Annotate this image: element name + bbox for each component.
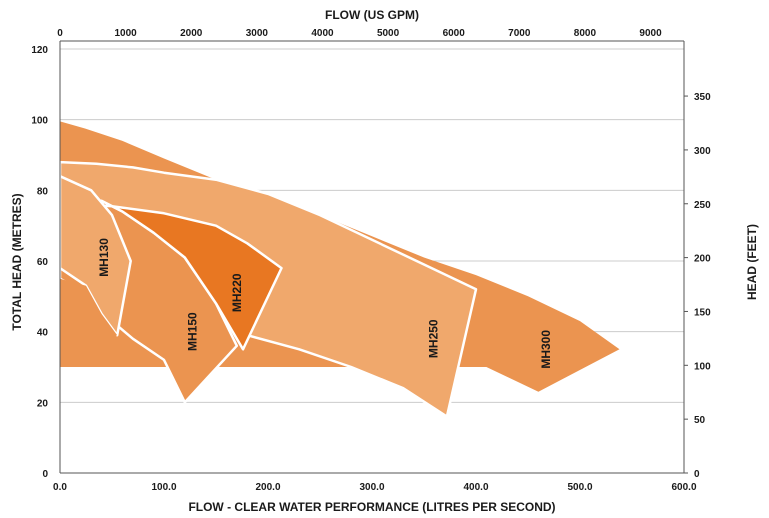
y-right-tick-label: 350 [694,92,711,103]
x-top-tick-label: 6000 [443,28,466,39]
x-top-tick-label: 8000 [574,28,597,39]
y-left-axis-title: TOTAL HEAD (METRES) [10,193,24,330]
y-left-tick-label: 0 [42,469,48,480]
y-right-tick-label: 0 [694,469,700,480]
zone-labels: MH130 MH150 MH220 MH250 MH300 [97,238,553,369]
zone-label-mh130: MH130 [97,238,111,277]
y-right-tick-label: 250 [694,200,711,211]
x-bottom-tick-label: 100.0 [151,482,176,493]
y-right-tick-label: 50 [694,415,706,426]
x-top-tick-label: 0 [57,28,63,39]
x-top-tick-label: 2000 [180,28,203,39]
y-left-tick-label: 100 [31,116,48,127]
zone-label-mh250: MH250 [427,319,441,358]
axes: 0.0 100.0 200.0 300.0 400.0 500.0 600.00 1000 20… [31,28,711,493]
x-top-tick-label: 5000 [377,28,400,39]
x-top-tick-label: 9000 [639,28,662,39]
x-bottom-tick-label: 500.0 [567,482,592,493]
zone-label-mh220: MH220 [230,273,244,312]
zone-mh220 [58,199,283,351]
y-left-tick-label: 80 [37,186,49,197]
zone-mh130-lower [60,278,118,339]
y-left-tick-label: 20 [37,398,49,409]
x-bottom-tick-label: 0.0 [53,482,67,493]
zone-label-mh150: MH150 [185,312,199,351]
y-left-tick-label: 120 [31,45,48,56]
y-left-tick-label: 40 [37,328,49,339]
y-right-tick-label: 100 [694,361,711,372]
y-right-axis-title: HEAD (FEET) [745,224,759,300]
x-bottom-tick-label: 300.0 [359,482,384,493]
y-right-tick-label: 300 [694,146,711,157]
x-bottom-axis-title: FLOW - CLEAR WATER PERFORMANCE (LITRES P… [188,500,555,514]
x-bottom-tick-label: 600.0 [671,482,696,493]
performance-zones [58,121,620,418]
x-top-axis-title: FLOW (US GPM) [325,8,419,22]
x-top-tick-label: 3000 [246,28,269,39]
x-top-tick-label: 1000 [114,28,137,39]
y-right-tick-label: 150 [694,307,711,318]
x-top-tick-label: 7000 [508,28,531,39]
y-left-tick-label: 60 [37,257,49,268]
x-top-tick-label: 4000 [311,28,334,39]
x-bottom-tick-label: 200.0 [255,482,280,493]
x-bottom-tick-label: 400.0 [463,482,488,493]
zone-label-mh300: MH300 [539,330,553,369]
y-right-tick-label: 200 [694,254,711,265]
